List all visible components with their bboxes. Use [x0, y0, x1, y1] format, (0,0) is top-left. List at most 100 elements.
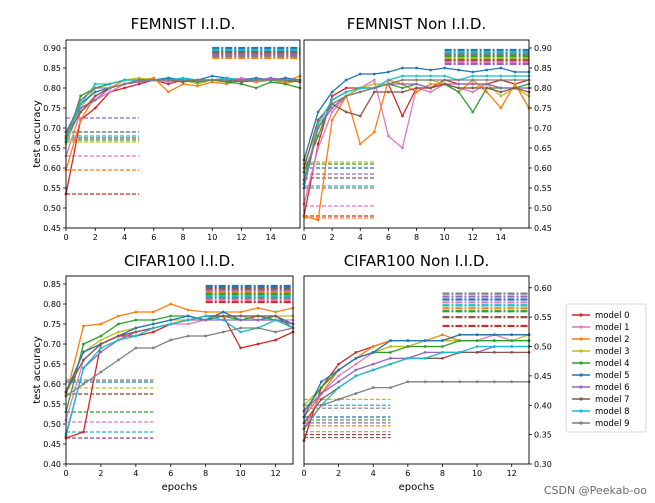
data-point: [443, 74, 447, 78]
data-point: [225, 82, 229, 86]
data-point: [221, 314, 225, 318]
data-point: [196, 84, 200, 88]
data-point: [151, 318, 155, 322]
data-point: [240, 78, 243, 82]
data-point: [337, 368, 341, 372]
data-point: [406, 380, 410, 384]
y-tick-label: 0.70: [534, 124, 552, 133]
data-point: [93, 86, 97, 90]
y-tick-label: 0.85: [43, 64, 61, 73]
data-point: [79, 94, 83, 98]
data-point: [330, 98, 334, 102]
data-point: [79, 98, 83, 102]
data-point: [181, 78, 185, 82]
data-point: [406, 339, 410, 343]
x-tick-label: 2: [336, 469, 341, 478]
data-point: [204, 318, 208, 322]
data-point: [239, 314, 243, 318]
data-point: [513, 70, 517, 74]
x-tick-label: 12: [270, 469, 280, 478]
y-tick-label: 0.85: [534, 64, 552, 73]
data-point: [116, 322, 120, 326]
data-point: [441, 350, 444, 354]
data-point: [99, 322, 103, 326]
data-point: [499, 78, 503, 82]
data-point: [358, 72, 362, 76]
chart-panel-3: CIFAR100 Non I.I.D. 0 2 4 6 8 10 12 0.30 0.35 0.40…: [301, 252, 551, 493]
data-point: [134, 318, 138, 322]
data-point: [492, 350, 496, 354]
data-point: [151, 326, 155, 330]
y-axis-label: test accuracy: [32, 100, 43, 168]
data-point: [137, 80, 141, 84]
data-point: [458, 380, 462, 384]
data-point: [274, 330, 277, 334]
chart-panel-1: FEMNIST Non I.I.D. 0 2 4 6 8 10 12 14 0.45 0.50 0.5…: [301, 15, 551, 242]
data-point: [510, 380, 514, 384]
data-point: [254, 78, 258, 82]
data-point: [457, 68, 461, 72]
data-point: [221, 318, 225, 322]
data-point: [510, 350, 514, 354]
data-point: [116, 358, 120, 362]
data-point: [344, 90, 348, 94]
x-tick-label: 8: [414, 233, 419, 242]
legend-entry: model 3: [595, 347, 630, 357]
data-point: [510, 339, 514, 343]
data-point: [475, 339, 479, 343]
data-point: [196, 78, 200, 82]
data-point: [274, 318, 277, 322]
y-tick-label: 0.80: [43, 84, 61, 93]
data-point: [82, 358, 85, 362]
data-point: [79, 118, 83, 122]
y-tick-label: 0.60: [43, 164, 61, 173]
data-point: [354, 368, 358, 372]
data-point: [269, 80, 273, 84]
data-point: [99, 350, 103, 354]
data-point: [386, 90, 390, 94]
data-point: [441, 339, 444, 343]
data-point: [458, 339, 462, 343]
plot-frame: [65, 275, 294, 465]
legend-entry: model 0: [595, 311, 630, 321]
y-tick-label: 0.45: [43, 440, 61, 449]
legend-marker: [579, 325, 583, 329]
data-point: [457, 90, 461, 94]
data-point: [151, 330, 155, 334]
x-axis-label: epochs: [399, 482, 435, 493]
y-tick-label: 0.45: [534, 224, 552, 233]
y-tick-label: 0.45: [534, 372, 552, 381]
data-point: [475, 350, 479, 354]
data-point: [371, 345, 375, 348]
data-point: [372, 82, 376, 86]
data-point: [401, 114, 404, 118]
x-tick-label: 2: [93, 233, 98, 242]
data-point: [401, 86, 404, 90]
legend-entry: model 1: [595, 323, 630, 333]
data-point: [319, 392, 323, 395]
legend-entry: model 4: [595, 359, 630, 369]
data-point: [344, 86, 348, 90]
series-line-model-9: [303, 381, 529, 430]
data-point: [254, 80, 258, 84]
data-point: [181, 76, 185, 80]
data-point: [99, 346, 103, 350]
data-point: [344, 78, 348, 82]
data-point: [225, 80, 229, 84]
legend-marker: [579, 337, 583, 341]
data-point: [441, 380, 444, 384]
x-tick-label: 0: [301, 469, 306, 478]
data-point: [372, 130, 376, 134]
x-tick-label: 6: [405, 469, 410, 478]
data-point: [457, 82, 461, 86]
data-point: [358, 142, 362, 146]
data-point: [181, 80, 185, 84]
data-point: [108, 90, 112, 94]
data-point: [186, 318, 190, 322]
data-point: [499, 66, 503, 70]
data-point: [510, 333, 514, 337]
x-tick-label: 10: [440, 233, 450, 242]
data-point: [256, 326, 260, 330]
data-point: [123, 86, 126, 90]
y-tick-label: 0.85: [43, 280, 61, 289]
